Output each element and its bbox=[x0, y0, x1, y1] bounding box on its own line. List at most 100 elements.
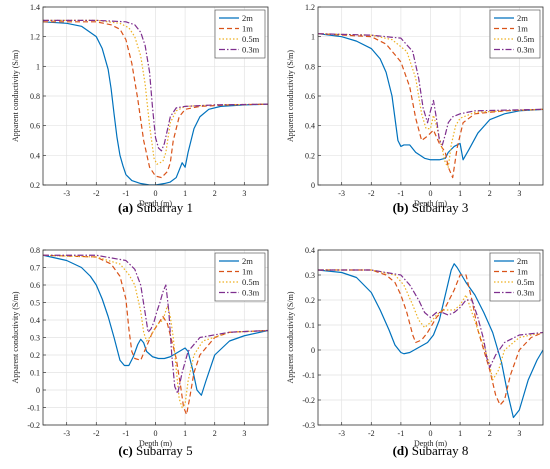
series-line-1m bbox=[43, 254, 268, 416]
series-line-0.3m bbox=[318, 33, 543, 146]
y-tick-label: 0.2 bbox=[30, 181, 40, 190]
legend-label-2m: 2m bbox=[517, 13, 528, 23]
x-tick-label: 3 bbox=[517, 429, 521, 438]
series-line-0.5m bbox=[318, 269, 543, 381]
y-tick-label: -0.2 bbox=[302, 396, 315, 405]
panel-caption: (a) Subarray 1 bbox=[118, 200, 193, 215]
y-tick-label: 0.4 bbox=[305, 246, 315, 255]
chart-panel-1: -3 -2 -1 0 1 2 3 0 0.2 0.4 0.6 0.8 1 1.2 Depth (m) Appa… bbox=[286, 3, 544, 215]
series-line-0.5m bbox=[43, 254, 268, 409]
x-tick-label: 1 bbox=[183, 189, 187, 198]
x-tick-label: 3 bbox=[242, 429, 246, 438]
y-tick-label: 1.4 bbox=[30, 3, 40, 12]
y-axis-label: Apparent conductivity (S/m) bbox=[11, 50, 20, 142]
y-tick-label: 0 bbox=[311, 346, 315, 355]
x-tick-label: 1 bbox=[458, 189, 462, 198]
y-tick-label: -0.1 bbox=[302, 371, 315, 380]
x-tick-label: 0 bbox=[154, 429, 158, 438]
x-axis-label: Depth (m) bbox=[139, 199, 172, 208]
series-line-2m bbox=[43, 21, 268, 185]
caption-letter: (a) bbox=[118, 200, 133, 215]
y-tick-label: 0 bbox=[36, 386, 40, 395]
legend-label-2m: 2m bbox=[242, 13, 253, 23]
panel-caption: (d) Subarray 8 bbox=[393, 443, 469, 458]
x-tick-label: 2 bbox=[488, 189, 492, 198]
caption-text: Subarray 8 bbox=[408, 443, 468, 458]
x-tick-label: 2 bbox=[488, 429, 492, 438]
y-axis-label: Apparent conductivity (S/m) bbox=[11, 291, 20, 383]
chart-panel-3: -3 -2 -1 0 1 2 3 -0.3 -0.2 -0.1 0 0.1 0.2 0.3 0.4 Depth… bbox=[286, 246, 544, 458]
x-tick-label: -3 bbox=[63, 429, 70, 438]
caption-letter: (b) bbox=[393, 200, 409, 215]
x-tick-label: -1 bbox=[398, 189, 405, 198]
y-axis-label: Apparent conductivity (S/m) bbox=[286, 50, 295, 142]
x-tick-label: -2 bbox=[368, 189, 375, 198]
legend-label-0.3m: 0.3m bbox=[517, 288, 535, 298]
y-tick-label: 0.3 bbox=[30, 334, 40, 343]
y-tick-label: -0.2 bbox=[27, 421, 40, 430]
y-tick-label: 1 bbox=[36, 62, 40, 71]
caption-text: Subarray 3 bbox=[408, 200, 468, 215]
legend-label-0.5m: 0.5m bbox=[517, 277, 535, 287]
legend-label-1m: 1m bbox=[242, 24, 253, 34]
y-tick-label: 0.4 bbox=[30, 151, 40, 160]
y-tick-label: 0.8 bbox=[30, 246, 40, 255]
x-tick-label: -3 bbox=[338, 429, 345, 438]
series-line-0.3m bbox=[318, 269, 543, 369]
y-tick-label: 0.6 bbox=[30, 122, 40, 131]
caption-text: Subarray 1 bbox=[133, 200, 193, 215]
panel-caption: (c) Subarray 5 bbox=[118, 443, 192, 458]
x-tick-label: 0 bbox=[154, 189, 158, 198]
legend-label-0.5m: 0.5m bbox=[517, 34, 535, 44]
x-tick-label: 2 bbox=[213, 189, 217, 198]
x-tick-label: 3 bbox=[242, 189, 246, 198]
y-axis-label: Apparent conductivity (S/m) bbox=[286, 291, 295, 383]
y-tick-label: 0.5 bbox=[30, 299, 40, 308]
x-tick-label: -3 bbox=[63, 189, 70, 198]
legend-label-2m: 2m bbox=[242, 256, 253, 266]
y-tick-label: 1.2 bbox=[30, 33, 40, 42]
x-tick-label: -2 bbox=[93, 429, 100, 438]
series-line-2m bbox=[43, 254, 268, 396]
panel-caption: (b) Subarray 3 bbox=[393, 200, 469, 215]
chart-panel-0: -3 -2 -1 0 1 2 3 0.2 0.4 0.6 0.8 1 1.2 1.4 Depth (m) Ap… bbox=[11, 3, 269, 215]
legend-label-0.5m: 0.5m bbox=[242, 34, 260, 44]
y-tick-label: 0.6 bbox=[30, 281, 40, 290]
x-tick-label: 1 bbox=[458, 429, 462, 438]
x-tick-label: 2 bbox=[213, 429, 217, 438]
legend-label-1m: 1m bbox=[517, 267, 528, 277]
series-line-0.5m bbox=[43, 19, 268, 165]
x-tick-label: 0 bbox=[429, 429, 433, 438]
y-tick-label: 0 bbox=[311, 181, 315, 190]
y-tick-label: -0.3 bbox=[302, 421, 315, 430]
y-tick-label: 0.6 bbox=[305, 92, 315, 101]
y-tick-label: 0.8 bbox=[30, 92, 40, 101]
series-line-1m bbox=[318, 33, 543, 179]
chart-panel-2: -3 -2 -1 0 1 2 3 -0.2 -0.1 0 0.1 0.2 0.3 0.4 0.5 0.6 0.7… bbox=[11, 246, 269, 458]
x-tick-label: -1 bbox=[398, 429, 405, 438]
y-tick-label: 0.8 bbox=[305, 62, 315, 71]
legend-label-0.3m: 0.3m bbox=[517, 45, 535, 55]
x-tick-label: 3 bbox=[517, 189, 521, 198]
x-tick-label: -3 bbox=[338, 189, 345, 198]
x-tick-label: -2 bbox=[368, 429, 375, 438]
y-tick-label: 0.3 bbox=[305, 271, 315, 280]
y-tick-label: 0.7 bbox=[30, 264, 40, 273]
x-axis-label: Depth (m) bbox=[139, 439, 172, 448]
caption-letter: (c) bbox=[118, 443, 132, 458]
x-axis-label: Depth (m) bbox=[414, 439, 447, 448]
x-axis-label: Depth (m) bbox=[414, 199, 447, 208]
x-tick-label: 1 bbox=[183, 429, 187, 438]
legend-label-0.3m: 0.3m bbox=[242, 45, 260, 55]
legend-label-0.3m: 0.3m bbox=[242, 288, 260, 298]
y-tick-label: -0.1 bbox=[27, 404, 40, 413]
y-tick-label: 0.2 bbox=[305, 296, 315, 305]
legend-label-2m: 2m bbox=[517, 256, 528, 266]
y-tick-label: 0.4 bbox=[305, 122, 315, 131]
legend-label-1m: 1m bbox=[242, 267, 253, 277]
series-line-0.3m bbox=[43, 254, 268, 395]
